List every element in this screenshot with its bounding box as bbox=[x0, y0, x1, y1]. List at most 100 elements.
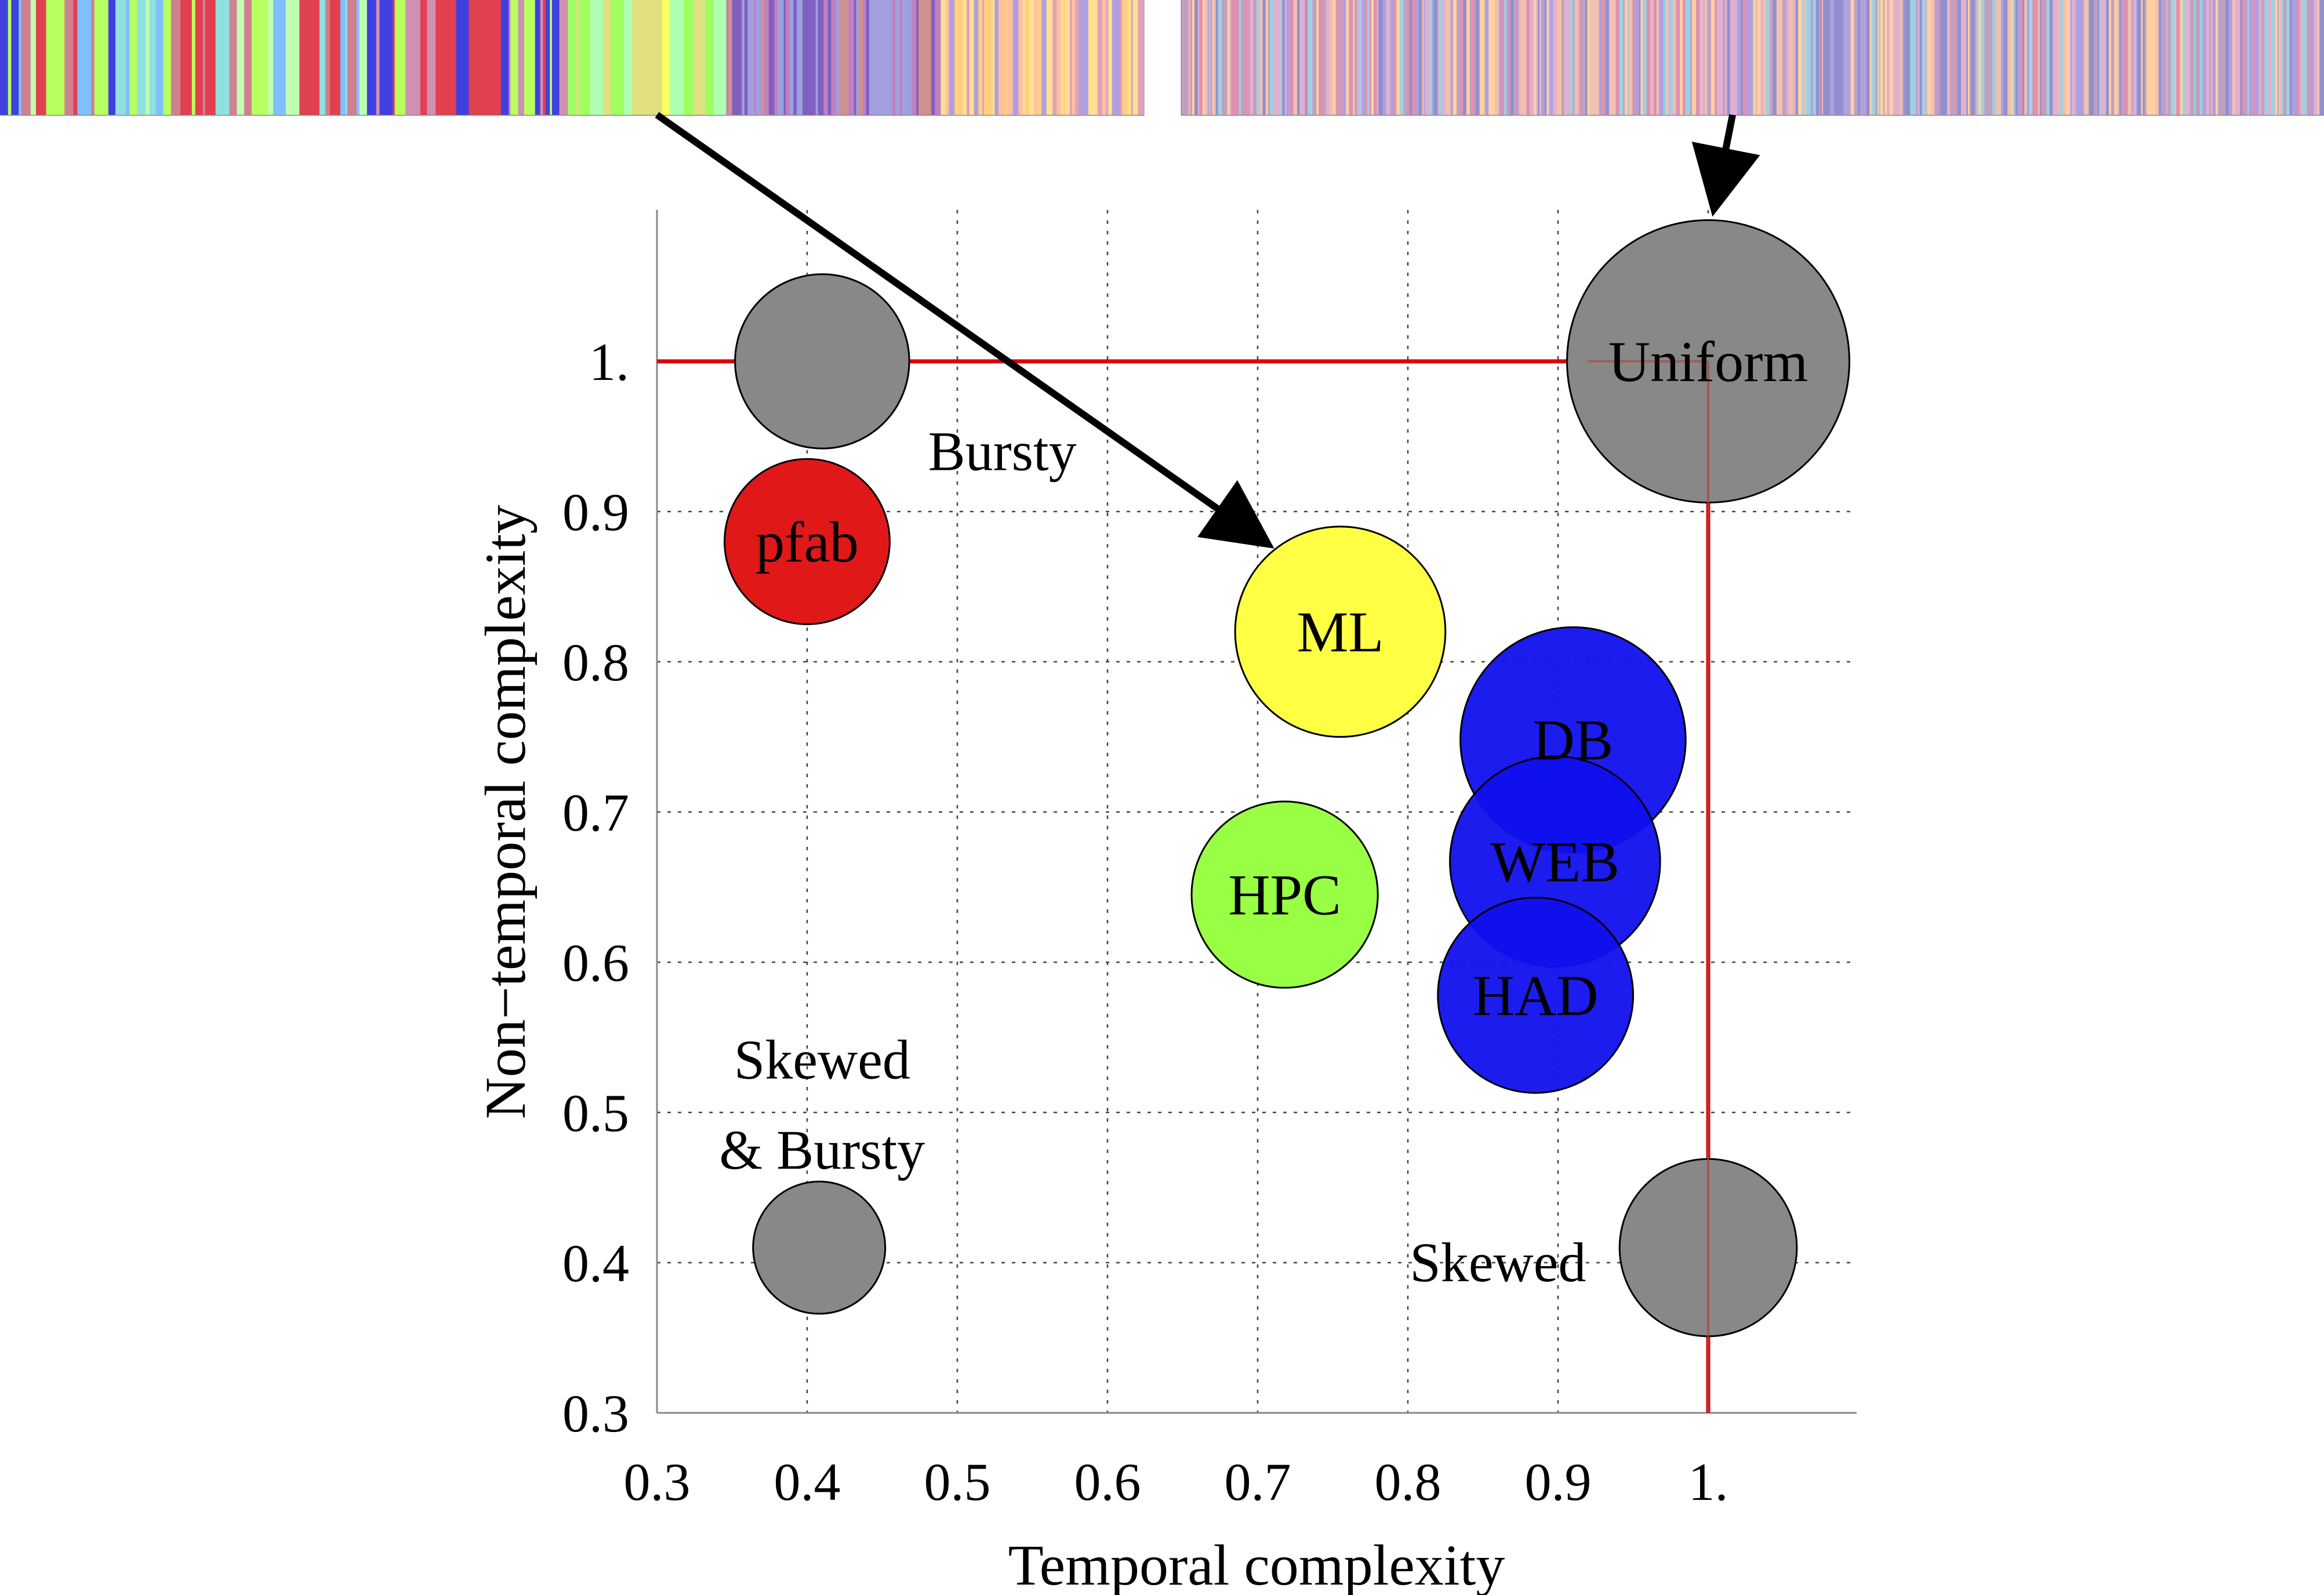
trace-stripe bbox=[1587, 0, 1590, 115]
trace-stripe bbox=[2277, 0, 2279, 115]
trace-stripe bbox=[1976, 0, 1979, 115]
trace-stripe bbox=[2083, 0, 2088, 115]
trace-stripe bbox=[1632, 0, 1635, 115]
trace-stripe bbox=[1120, 0, 1123, 115]
trace-stripe bbox=[1517, 0, 1519, 115]
trace-stripe bbox=[1209, 0, 1211, 115]
trace-stripe bbox=[1085, 0, 1089, 115]
trace-stripe bbox=[815, 0, 819, 115]
trace-stripe bbox=[1596, 0, 1600, 115]
trace-stripe bbox=[2283, 0, 2287, 115]
trace-stripe bbox=[1793, 0, 1796, 115]
trace-stripe bbox=[1523, 0, 1527, 115]
trace-stripe bbox=[1041, 0, 1047, 115]
trace-stripe bbox=[1504, 0, 1507, 115]
trace-stripe bbox=[1619, 0, 1624, 115]
trace-stripe bbox=[1268, 0, 1270, 115]
trace-stripe bbox=[978, 0, 983, 115]
trace-stripe bbox=[1589, 0, 1593, 115]
trace-stripe bbox=[1469, 0, 1472, 115]
trace-stripe bbox=[256, 0, 268, 115]
y-tick-label: 0.7 bbox=[562, 783, 629, 842]
trace-stripe bbox=[1581, 0, 1586, 115]
trace-stripe bbox=[205, 0, 216, 115]
trace-stripe bbox=[1400, 0, 1404, 115]
trace-stripe bbox=[1634, 0, 1636, 115]
trace-stripe bbox=[1822, 0, 1827, 115]
trace-stripe bbox=[1444, 0, 1447, 115]
trace-stripe bbox=[1442, 0, 1446, 115]
trace-stripe bbox=[1072, 0, 1076, 115]
trace-stripe bbox=[631, 0, 644, 115]
trace-stripe bbox=[732, 0, 738, 115]
trace-stripe bbox=[94, 0, 109, 115]
trace-stripe bbox=[1760, 0, 1763, 115]
trace-stripe bbox=[1297, 0, 1300, 115]
trace-stripe bbox=[1808, 0, 1811, 115]
trace-stripe bbox=[1971, 0, 1975, 115]
trace-stripe bbox=[21, 0, 31, 115]
trace-stripe bbox=[1944, 0, 1948, 115]
trace-stripe bbox=[54, 0, 65, 115]
trace-stripe bbox=[1639, 0, 1641, 115]
trace-stripe bbox=[818, 0, 824, 115]
trace-stripe bbox=[1422, 0, 1424, 115]
trace-stripe bbox=[912, 0, 917, 115]
trace-stripe bbox=[1553, 0, 1555, 115]
trace-stripe bbox=[1488, 0, 1493, 115]
trace-stripe bbox=[875, 0, 881, 115]
trace-stripe bbox=[359, 0, 368, 115]
trace-stripe bbox=[2170, 0, 2174, 115]
trace-stripe bbox=[945, 0, 950, 115]
trace-stripe bbox=[1340, 0, 1345, 115]
trace-stripe bbox=[1235, 0, 1240, 115]
trace-stripe bbox=[895, 0, 900, 115]
bubble-label-hpc: HPC bbox=[1228, 862, 1341, 927]
trace-stripe bbox=[376, 0, 380, 115]
trace-stripe bbox=[994, 0, 999, 115]
trace-stripe bbox=[2319, 0, 2323, 115]
trace-stripe bbox=[1280, 0, 1283, 115]
trace-stripe bbox=[345, 0, 348, 115]
trace-stripe bbox=[551, 0, 560, 115]
trace-stripe bbox=[2119, 0, 2122, 115]
trace-stripe bbox=[823, 0, 829, 115]
trace-stripe bbox=[1088, 0, 1093, 115]
trace-stripe bbox=[1600, 0, 1603, 115]
bubble-label-db: DB bbox=[1533, 708, 1613, 773]
trace-stripe bbox=[1050, 0, 1053, 115]
trace-stripe bbox=[2176, 0, 2181, 115]
trace-stripe bbox=[1643, 0, 1647, 115]
trace-stripe bbox=[922, 0, 928, 115]
trace-stripe bbox=[1492, 0, 1495, 115]
trace-stripe bbox=[1815, 0, 1820, 115]
trace-stripe bbox=[2155, 0, 2159, 115]
trace-stripe bbox=[1707, 0, 1712, 115]
trace-stripe bbox=[1204, 0, 1208, 115]
bubble-label-had: HAD bbox=[1473, 963, 1599, 1028]
trace-stripe bbox=[1299, 0, 1303, 115]
y-tick-label: 0.5 bbox=[562, 1083, 629, 1143]
trace-stripe bbox=[713, 0, 727, 115]
trace-stripe bbox=[2087, 0, 2089, 115]
trace-stripe bbox=[1250, 0, 1254, 115]
trace-stripe bbox=[2046, 0, 2050, 115]
trace-stripe bbox=[2082, 0, 2085, 115]
trace-stripe bbox=[540, 0, 543, 115]
axes bbox=[656, 210, 1857, 1414]
trace-stripe bbox=[550, 0, 553, 115]
trace-stripe bbox=[1561, 0, 1564, 115]
trace-stripe bbox=[2235, 0, 2238, 115]
trace-stripe bbox=[856, 0, 859, 115]
trace-stripe bbox=[420, 0, 425, 115]
trace-stripe bbox=[1821, 0, 1824, 115]
trace-stripe bbox=[1362, 0, 1366, 115]
trace-stripe bbox=[1893, 0, 1897, 115]
trace-stripe bbox=[1978, 0, 1982, 115]
trace-stripe bbox=[1131, 0, 1134, 115]
trace-stripe bbox=[1556, 0, 1560, 115]
trace-stripe bbox=[2314, 0, 2318, 115]
trace-stripe bbox=[902, 0, 908, 115]
trace-stripe bbox=[1948, 0, 1951, 115]
trace-stripe bbox=[1950, 0, 1955, 115]
